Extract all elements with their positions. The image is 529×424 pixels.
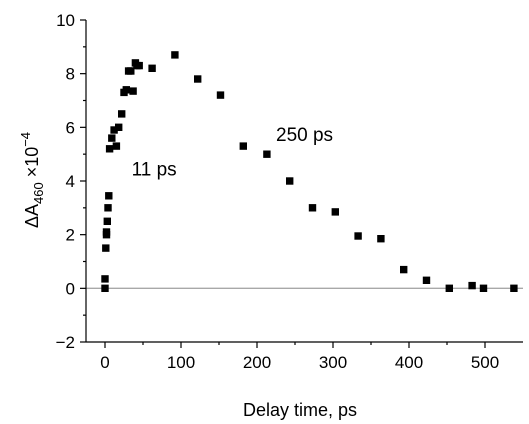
data-point: [510, 284, 518, 292]
data-point: [171, 51, 179, 59]
data-point: [112, 142, 121, 150]
y-axis-label-base: ΔA: [22, 204, 42, 228]
data-point: [239, 142, 247, 150]
data-point: [308, 204, 317, 212]
y-tick-label: 2: [66, 226, 75, 245]
data-point: [135, 61, 143, 70]
y-tick-label: 6: [66, 118, 75, 137]
x-tick-label: 500: [471, 353, 499, 372]
data-point: [286, 177, 294, 185]
data-point: [263, 150, 271, 158]
y-tick-label: 4: [66, 172, 75, 191]
x-tick-label: 400: [395, 353, 423, 372]
data-point: [105, 145, 114, 153]
annotations: 11 ps 250 ps: [132, 125, 333, 181]
data-point: [115, 123, 123, 131]
data-point: [104, 204, 112, 212]
data-point: [118, 110, 126, 118]
y-tick-label: 8: [66, 65, 75, 84]
data-point: [110, 126, 118, 134]
y-axis-label-multiplier: ×10: [22, 147, 42, 183]
data-point: [108, 134, 116, 142]
data-point: [105, 192, 113, 200]
data-point: [103, 217, 111, 225]
data-point: [194, 75, 202, 83]
data-point: [216, 91, 225, 99]
data-points: [101, 51, 518, 292]
data-point: [400, 265, 408, 274]
y-axis-label-subscript: 460: [31, 182, 46, 204]
data-point: [331, 208, 339, 216]
data-point: [148, 64, 156, 72]
data-point: [445, 284, 453, 292]
data-point: [102, 228, 111, 236]
data-point: [102, 244, 110, 252]
y-tick-label: −2: [56, 333, 75, 352]
y-axis-label: ΔA460 ×10−4: [18, 132, 46, 228]
data-point: [122, 86, 130, 94]
x-tick-label: 200: [243, 353, 271, 372]
data-point: [101, 284, 109, 292]
data-point: [479, 284, 488, 292]
data-point: [127, 67, 135, 75]
data-point: [422, 276, 431, 284]
x-tick-label: 100: [167, 353, 195, 372]
y-tick-label: 0: [66, 279, 75, 298]
x-tick-label: 300: [319, 353, 347, 372]
y-axis-label-exponent: −4: [18, 132, 33, 147]
data-point: [101, 275, 109, 283]
data-point: [377, 235, 385, 243]
x-tick-label: 0: [100, 353, 109, 372]
annotation-label: 250 ps: [276, 125, 333, 146]
y-tick-label: 10: [56, 11, 75, 30]
data-point: [354, 232, 362, 240]
annotation-label: 11 ps: [132, 160, 177, 181]
data-point: [129, 87, 137, 95]
data-point: [468, 281, 476, 290]
x-axis-label: Delay time, ps: [243, 400, 357, 420]
